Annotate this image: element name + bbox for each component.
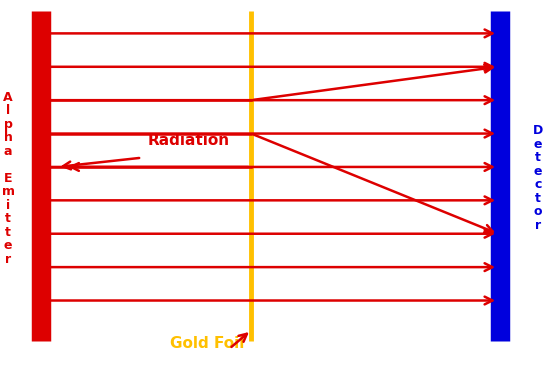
Text: A
l
p
h
a
 
E
m
i
t
t
e
r: A l p h a E m i t t e r [2, 91, 15, 266]
Text: D
e
t
e
c
t
o
r: D e t e c t o r [533, 124, 543, 232]
Text: Gold Foil: Gold Foil [170, 336, 245, 351]
Text: Radiation: Radiation [147, 134, 229, 148]
